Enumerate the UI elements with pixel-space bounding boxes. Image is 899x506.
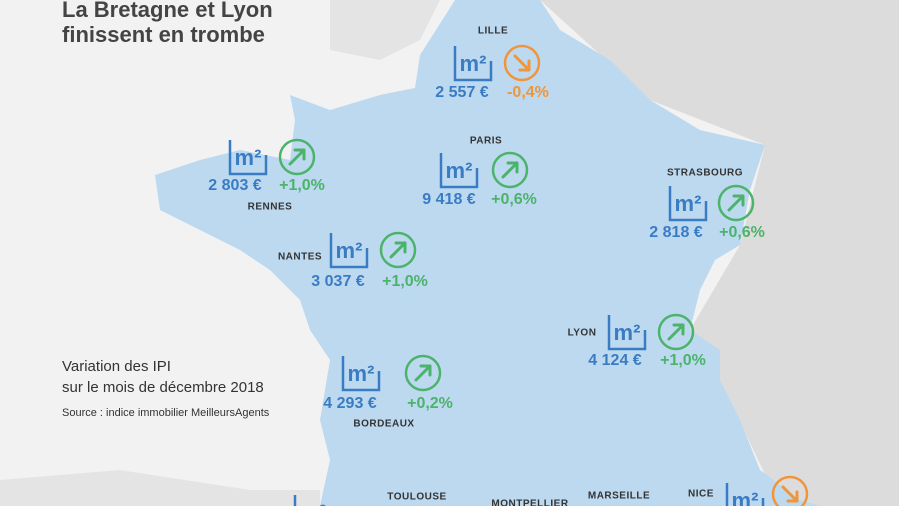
change: +0,6% <box>491 191 537 208</box>
neighbor-countries <box>540 0 899 506</box>
m2-icon-label: m² <box>446 158 473 183</box>
m2-icon-frame <box>607 315 647 351</box>
m2-icon-label: m² <box>675 191 702 216</box>
trend-arrow <box>501 161 519 179</box>
m2-icon-label: m² <box>732 488 759 506</box>
trend-arrow <box>389 241 407 259</box>
city-name: NICE <box>688 489 714 500</box>
m2-icon-label: m² <box>614 320 641 345</box>
united-kingdom <box>330 0 440 60</box>
price: 3 037 € <box>311 273 364 290</box>
change: +1,0% <box>382 273 428 290</box>
trend-circle <box>379 231 417 269</box>
m2-icon-frame <box>228 140 268 176</box>
m2-icon-frame <box>341 356 381 392</box>
city-name: BORDEAUX <box>353 419 414 430</box>
trend-circle <box>503 44 541 82</box>
city-name: NANTES <box>278 252 322 263</box>
city-name: PARIS <box>470 136 502 147</box>
trend-circle <box>717 184 755 222</box>
trend-circle <box>278 138 316 176</box>
price: 2 818 € <box>649 224 702 241</box>
price: 2 803 € <box>208 177 261 194</box>
m2-icon-label: m² <box>235 145 262 170</box>
m2-icon-frame <box>453 46 493 82</box>
source: Source : indice immobilier MeilleursAgen… <box>62 407 270 419</box>
title-line: La Bretagne et Lyon <box>62 0 273 22</box>
m2-icon-frame <box>439 153 479 189</box>
m2-icon-label: m² <box>460 51 487 76</box>
city-name: TOULOUSE <box>387 492 446 503</box>
change: +1,0% <box>279 177 325 194</box>
m2-icon-frame <box>329 233 369 269</box>
change: +0,6% <box>719 224 765 241</box>
m2-icon-frame <box>668 186 708 222</box>
trend-arrow <box>667 323 685 341</box>
m2-icon-label: m² <box>336 238 363 263</box>
trend-arrow <box>781 485 799 503</box>
price: 4 124 € <box>588 352 641 369</box>
trend-arrow <box>513 54 531 72</box>
legend-line: Variation des IPI <box>62 358 171 375</box>
price: 9 418 € <box>422 191 475 208</box>
trend-arrow <box>727 194 745 212</box>
m2-icon-label: m² <box>300 500 327 506</box>
m2-icon-frame <box>725 483 765 506</box>
city-name: STRASBOURG <box>667 168 743 179</box>
trend-arrow <box>414 364 432 382</box>
trend-circle <box>404 354 442 392</box>
trend-circle <box>657 313 695 351</box>
spain <box>0 470 320 506</box>
trend-circle <box>771 475 809 506</box>
title-line: finissent en trombe <box>62 22 265 47</box>
price: 2 557 € <box>435 84 488 101</box>
change: -0,4% <box>507 84 549 101</box>
change: +1,0% <box>660 352 706 369</box>
city-name: MARSEILLE <box>588 491 650 502</box>
trend-circle <box>491 151 529 189</box>
trend-arrow <box>288 148 306 166</box>
city-name: LILLE <box>478 26 508 37</box>
change: +0,2% <box>407 395 453 412</box>
price: 4 293 € <box>323 395 376 412</box>
city-name: MONTPELLIER <box>491 499 568 506</box>
legend-line: sur le mois de décembre 2018 <box>62 379 264 396</box>
city-name: RENNES <box>248 202 293 213</box>
france <box>155 0 820 506</box>
city-name: LYON <box>568 328 597 339</box>
m2-icon-label: m² <box>348 361 375 386</box>
